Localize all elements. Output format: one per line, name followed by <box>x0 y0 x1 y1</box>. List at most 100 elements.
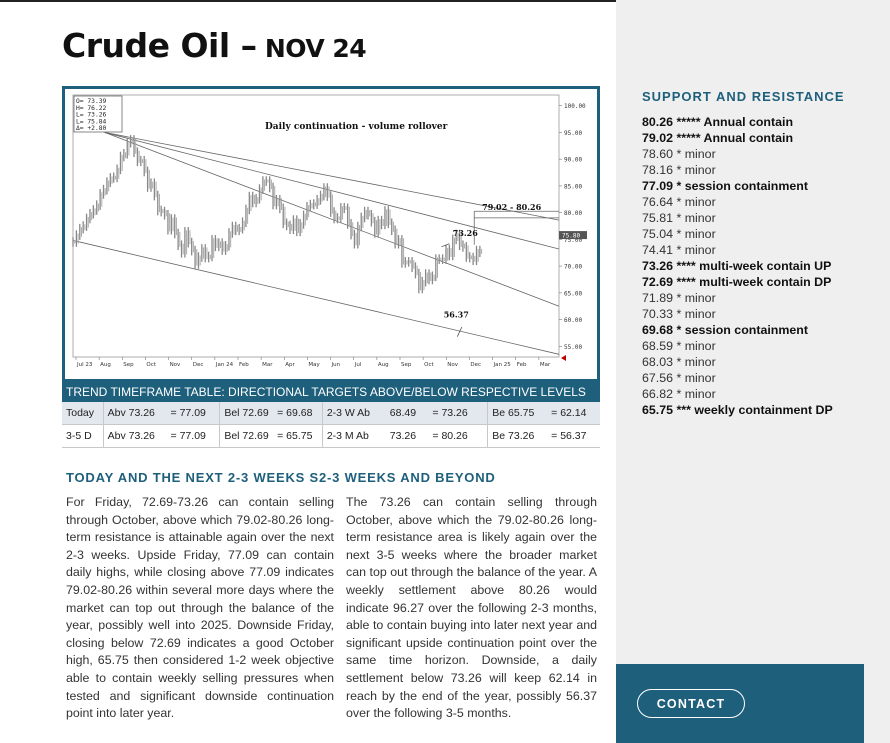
trend-cell: Abv 73.26 <box>103 424 167 448</box>
trend-cell: Be 73.26 <box>487 424 548 448</box>
trend-row: 3-5 D Abv 73.26 = 77.09 Bel 72.69 = 65.75 2-3… <box>62 424 600 448</box>
x-tick-label: Jan 25 <box>493 362 512 368</box>
title-main: Crude Oil – <box>62 26 257 65</box>
quote-line: L= 73.26 <box>76 112 107 119</box>
trend-cell: 3-5 D <box>62 424 104 448</box>
quote-line: L= 75.84 <box>76 118 107 125</box>
x-tick-label: Aug <box>100 362 111 368</box>
sr-level: 80.26 ***** Annual contain <box>642 115 794 129</box>
chart-annotation: 73.26 <box>453 228 478 238</box>
x-tick-label: Sep <box>401 362 412 368</box>
x-tick-label: Apr <box>285 362 295 368</box>
last-price-flag <box>559 231 587 240</box>
y-tick-label: 65.00 <box>564 290 582 297</box>
sr-level: 77.09 * session containment <box>642 179 808 193</box>
trend-cell: Be 65.75 <box>487 402 548 425</box>
contact-box: CONTACT <box>616 664 864 743</box>
quote-line: O= 73.39 <box>76 98 107 105</box>
last-price-label: 75.80 <box>562 233 580 240</box>
outlook-column-long-term: The 73.26 can contain selling through Oc… <box>346 495 597 721</box>
x-tick-label: Jul <box>354 362 362 368</box>
y-tick-label: 70.00 <box>564 264 582 271</box>
y-tick-label: 75.00 <box>564 237 582 244</box>
sr-level: 74.41 * minor <box>642 243 716 257</box>
trend-table-title: TREND TIMEFRAME TABLE: DIRECTIONAL TARGE… <box>62 382 600 402</box>
contact-button[interactable]: CONTACT <box>637 689 745 718</box>
trend-row: Today Abv 73.26 = 77.09 Bel 72.69 = 69.68 2-3… <box>62 402 600 425</box>
title-month: NOV 24 <box>256 34 367 63</box>
x-tick-label: Oct <box>146 362 156 368</box>
x-tick-label: Mar <box>262 362 273 368</box>
trend-line <box>104 132 560 250</box>
sr-level: 71.89 * minor <box>642 291 716 305</box>
trend-cell: = 73.26 <box>428 402 489 425</box>
trend-cell: = 77.09 <box>166 402 221 425</box>
annotation-pointer <box>441 243 450 248</box>
trend-table: Today Abv 73.26 = 77.09 Bel 72.69 = 69.68 2-3… <box>62 402 600 448</box>
x-tick-label: Sep <box>123 362 134 368</box>
sr-level: 65.75 *** weekly containment DP <box>642 403 833 417</box>
trend-cell: = 65.75 <box>273 424 323 448</box>
trend-line <box>72 240 560 355</box>
sr-level: 66.82 * minor <box>642 387 716 401</box>
trend-cell: 2-3 M Ab <box>322 424 386 448</box>
y-tick-label: 85.00 <box>564 183 582 190</box>
sr-level: 75.04 * minor <box>642 227 716 241</box>
top-rule <box>0 0 616 2</box>
trend-cell: 73.26 <box>385 424 429 448</box>
x-tick-label: Jun <box>331 362 341 368</box>
page-title: Crude Oil – NOV 24 <box>62 26 367 65</box>
x-tick-label: Jan 24 <box>215 362 234 368</box>
quote-box <box>73 95 123 133</box>
x-tick-label: Nov <box>447 362 458 368</box>
y-tick-label: 60.00 <box>564 317 582 324</box>
trend-cell: 68.49 <box>385 402 429 425</box>
sr-level: 69.68 * session containment <box>642 323 808 337</box>
outlook-column-near-term: For Friday, 72.69-73.26 can contain sell… <box>66 495 334 721</box>
section-heading: TODAY AND THE NEXT 2-3 WEEKS S2-3 WEEKS … <box>66 470 496 485</box>
trend-cell: Abv 73.26 <box>103 402 167 425</box>
trend-cell: = 62.14 <box>547 402 600 425</box>
trend-cell: Bel 72.69 <box>219 402 274 425</box>
quote-line: H= 76.22 <box>76 105 107 112</box>
sr-level: 68.59 * minor <box>642 339 716 353</box>
x-tick-label: Dec <box>470 362 481 368</box>
trend-cell: = 69.68 <box>273 402 323 425</box>
red-marker-icon <box>561 355 566 361</box>
trend-cell: = 56.37 <box>547 424 600 448</box>
x-tick-label: Nov <box>170 362 181 368</box>
y-tick-label: 55.00 <box>564 344 582 351</box>
y-tick-label: 80.00 <box>564 210 582 217</box>
sr-level: 78.16 * minor <box>642 163 716 177</box>
y-tick-label: 90.00 <box>564 157 582 164</box>
trend-cell: = 80.26 <box>428 424 489 448</box>
x-tick-label: May <box>308 362 320 368</box>
sr-level: 75.81 * minor <box>642 211 716 225</box>
x-tick-label: Feb <box>517 362 527 368</box>
x-tick-label: Jul 23 <box>76 362 93 368</box>
x-tick-label: Dec <box>193 362 204 368</box>
trend-cell: Today <box>62 402 104 425</box>
trend-line <box>104 132 560 221</box>
y-tick-label: 95.00 <box>564 130 582 137</box>
sr-level: 79.02 ***** Annual contain <box>642 131 794 145</box>
support-resistance-list: 80.26 ***** Annual contain 79.02 ***** An… <box>642 114 833 418</box>
x-tick-label: Mar <box>540 362 551 368</box>
price-chart: 79.02 - 80.26 73.26 56.37 Daily continuatio… <box>62 86 600 382</box>
sr-level: 67.56 * minor <box>642 371 716 385</box>
sr-level: 78.60 * minor <box>642 147 716 161</box>
support-resistance-heading: SUPPORT AND RESISTANCE <box>642 89 845 104</box>
sr-level: 76.64 * minor <box>642 195 716 209</box>
chart-annotation: 79.02 - 80.26 <box>482 202 541 212</box>
sr-level: 73.26 **** multi-week contain UP <box>642 259 832 273</box>
quote-line: Δ= +2.80 <box>76 125 107 132</box>
trend-line <box>104 132 560 307</box>
sr-level: 68.03 * minor <box>642 355 716 369</box>
x-tick-label: Feb <box>239 362 249 368</box>
price-chart-svg: 79.02 - 80.26 73.26 56.37 Daily continuatio… <box>72 94 587 368</box>
x-tick-label: Aug <box>378 362 389 368</box>
plot-area <box>72 94 560 358</box>
annotation-pointer <box>456 326 463 337</box>
trend-cell: Bel 72.69 <box>219 424 274 448</box>
sidebar-panel <box>616 0 890 743</box>
